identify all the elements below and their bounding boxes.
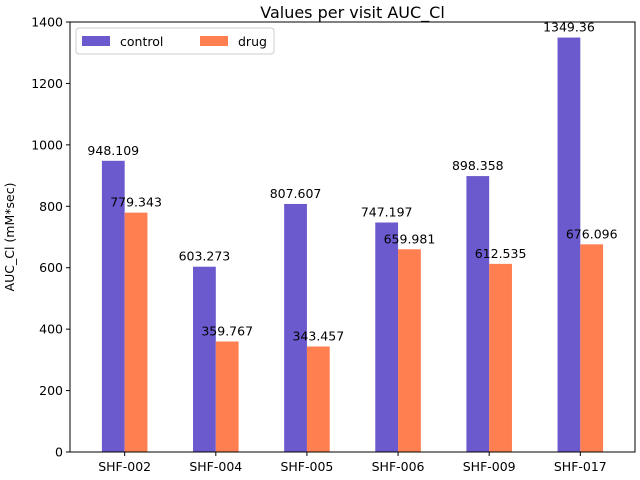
data-label-control-SHF-002: 948.109 — [87, 143, 139, 158]
bar-drug-SHF-005 — [306, 346, 330, 452]
data-label-drug-SHF-009: 612.535 — [475, 246, 527, 261]
y-tick-label: 1000 — [31, 137, 63, 152]
data-label-drug-SHF-006: 659.981 — [384, 231, 436, 246]
data-label-drug-SHF-004: 359.767 — [201, 324, 253, 339]
y-tick-label: 200 — [39, 383, 63, 398]
bar-drug-SHF-006 — [398, 249, 421, 452]
bar-control-SHF-006 — [375, 222, 399, 452]
legend-label-drug: drug — [238, 34, 267, 49]
data-label-control-SHF-009: 898.358 — [452, 158, 504, 173]
data-label-control-SHF-006: 747.197 — [361, 205, 413, 220]
y-tick-label: 1400 — [31, 15, 63, 30]
x-axis-ticks: SHF-002 SHF-004 SHF-005 SHF-006 SHF-009 SHF-0… — [98, 452, 607, 474]
x-tick-label: SHF-002 — [98, 459, 151, 474]
y-tick-label: 0 — [55, 445, 63, 460]
legend-swatch-control — [82, 36, 110, 46]
bar-drug-SHF-017 — [580, 244, 604, 452]
y-tick-label: 1200 — [31, 76, 63, 91]
y-tick-label: 600 — [39, 260, 63, 275]
x-tick-label: SHF-006 — [372, 459, 425, 474]
x-tick-label: SHF-009 — [463, 459, 516, 474]
bar-drug-SHF-009 — [489, 263, 512, 452]
data-label-control-SHF-004: 603.273 — [179, 249, 231, 264]
bar-drug-SHF-004 — [215, 341, 239, 452]
legend-label-control: control — [120, 34, 163, 49]
y-tick-label: 400 — [39, 322, 63, 337]
data-labels-group: 948.109 603.273 807.607 747.197 898.358 1349.… — [87, 20, 617, 344]
legend: control drug — [75, 27, 275, 55]
y-axis-ticks: 0 200 400 600 800 1000 1200 1400 — [31, 15, 70, 460]
bar-control-SHF-009 — [466, 176, 490, 453]
legend-swatch-drug — [200, 36, 228, 46]
bar-drug-SHF-002 — [124, 212, 148, 452]
data-label-control-SHF-005: 807.607 — [270, 186, 322, 201]
bars-group — [101, 37, 604, 453]
data-label-control-SHF-017: 1349.36 — [543, 20, 595, 35]
legend-box — [75, 27, 275, 55]
y-tick-label: 800 — [39, 199, 63, 214]
x-tick-label: SHF-004 — [189, 459, 242, 474]
x-tick-label: SHF-005 — [280, 459, 333, 474]
chart-title: Values per visit AUC_Cl — [260, 3, 445, 23]
data-label-drug-SHF-017: 676.096 — [566, 226, 618, 241]
bar-control-SHF-005 — [284, 203, 307, 452]
x-tick-label: SHF-017 — [554, 459, 607, 474]
y-axis-label: AUC_Cl (mM*sec) — [2, 183, 17, 292]
bar-control-SHF-017 — [557, 37, 581, 453]
data-label-drug-SHF-005: 343.457 — [292, 329, 344, 344]
bar-control-SHF-002 — [101, 160, 125, 452]
data-label-drug-SHF-002: 779.343 — [110, 195, 162, 210]
bar-control-SHF-004 — [193, 266, 216, 452]
plot-frame — [69, 21, 636, 453]
